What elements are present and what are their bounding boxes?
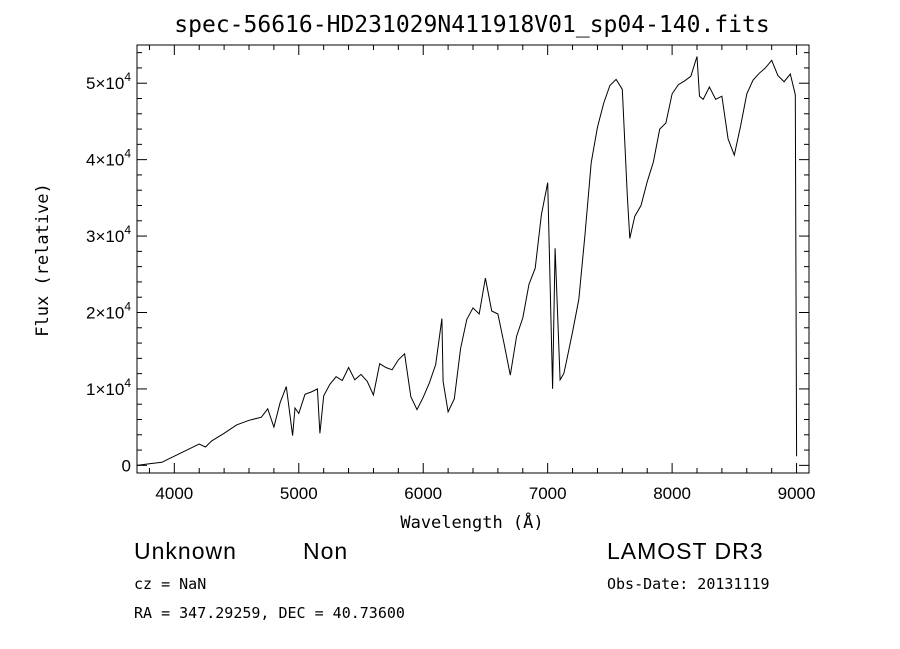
x-tick-label: 5000 bbox=[280, 484, 318, 503]
y-tick-label: 5×104 bbox=[86, 70, 131, 93]
object-class: Unknown bbox=[134, 538, 237, 564]
plot-frame bbox=[136, 44, 810, 474]
x-tick-label: 9000 bbox=[778, 484, 816, 503]
x-axis-label: Wavelength (Å) bbox=[400, 511, 543, 533]
x-tick-label: 7000 bbox=[529, 484, 567, 503]
object-subclass: Non bbox=[303, 538, 349, 564]
y-tick-label: 2×104 bbox=[86, 300, 131, 323]
redshift-cz: cz = NaN bbox=[134, 575, 207, 593]
ra-dec-coordinates: RA = 347.29259, DEC = 40.73600 bbox=[134, 604, 405, 622]
y-axis-label: Flux (relative) bbox=[33, 183, 53, 337]
y-axis: 0 1×104 2×104 3×104 4×104 5×104 bbox=[86, 52, 809, 475]
flux-series-line bbox=[136, 56, 798, 466]
y-tick-label: 4×104 bbox=[86, 147, 131, 170]
x-axis: 4000 5000 6000 7000 8000 9000 bbox=[148, 45, 816, 503]
y-tick-label: 1×104 bbox=[86, 376, 131, 399]
survey-name: LAMOST DR3 bbox=[607, 538, 764, 564]
x-tick-label: 4000 bbox=[155, 484, 193, 503]
observation-date: Obs-Date: 20131119 bbox=[607, 575, 770, 593]
y-tick-label: 0 bbox=[122, 456, 131, 475]
x-tick-label: 6000 bbox=[404, 484, 442, 503]
chart-title: spec-56616-HD231029N411918V01_sp04-140.f… bbox=[174, 12, 769, 38]
x-tick-label: 8000 bbox=[653, 484, 691, 503]
y-tick-label: 3×104 bbox=[86, 223, 131, 246]
